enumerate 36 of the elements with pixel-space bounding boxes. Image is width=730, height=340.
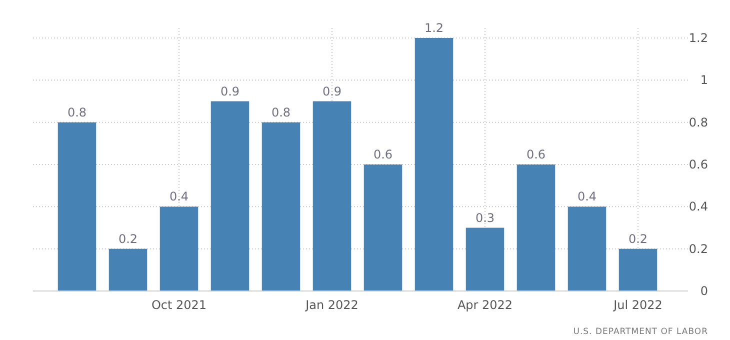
y-tick-label: 0.8: [688, 115, 708, 130]
bar: [364, 164, 402, 291]
data-label: 0.4: [169, 190, 189, 204]
bar: [516, 164, 556, 291]
data-label: 0.6: [373, 148, 393, 162]
data-label: 0.8: [67, 105, 87, 120]
x-tick-label: Jan 2022: [304, 298, 358, 312]
x-tick-label: Oct 2021: [151, 298, 207, 312]
data-label: 0.2: [118, 232, 138, 246]
data-label: 0.2: [628, 232, 648, 246]
x-tick-label: Apr 2022: [457, 298, 513, 312]
bar: [210, 101, 250, 291]
data-label: 0.8: [271, 105, 291, 120]
data-label: 0.6: [526, 148, 546, 162]
data-label: 0.9: [322, 84, 342, 98]
y-tick-label: 0.6: [688, 158, 708, 172]
y-tick-label: 1: [700, 73, 708, 88]
data-label: 1.2: [424, 21, 444, 35]
bar: [58, 122, 96, 291]
bar: [262, 122, 300, 291]
x-tick-label: Jul 2022: [612, 298, 662, 312]
data-label: 0.4: [577, 190, 597, 204]
bar: [312, 101, 352, 291]
y-tick-label: 0: [700, 284, 708, 298]
bar: [108, 248, 148, 291]
y-tick-label: 1.2: [688, 31, 708, 45]
data-label: 0.9: [220, 84, 240, 98]
text: U.S. DEPARTMENT OF LABOR: [573, 327, 708, 337]
bar: [160, 206, 198, 291]
y-tick-label: 0.4: [688, 200, 708, 214]
bar: [466, 228, 504, 291]
bar: [618, 248, 658, 291]
data-label: 0.3: [475, 210, 495, 225]
bar: [414, 38, 454, 291]
y-tick-label: 0.2: [688, 242, 708, 256]
bar: [568, 206, 606, 291]
